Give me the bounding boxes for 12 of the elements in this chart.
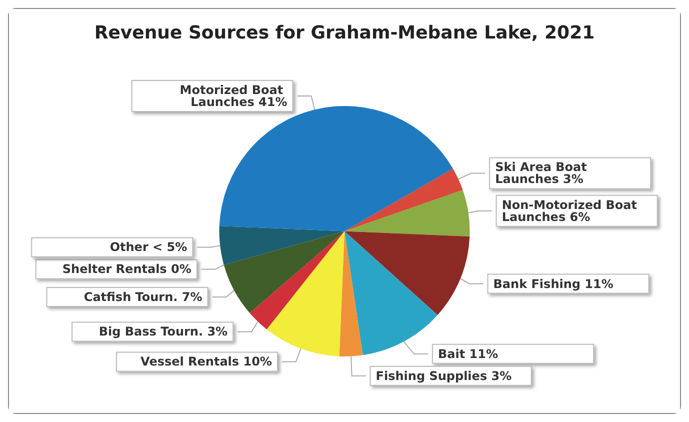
slice-label: Non-Motorized Boat Launches 6% [502,198,642,224]
chart-title: Revenue Sources for Graham-Mebane Lake, 2021 [94,22,595,44]
slice-label: Fishing Supplies 3% [376,368,512,383]
slice-label: Big Bass Tourn. 3% [98,324,228,339]
slice-label: Bank Fishing 11% [493,276,614,291]
slice-label: Catfish Tourn. 7% [84,290,202,304]
slice-label: Bait 11% [438,346,498,361]
slice-label: Other < 5% [110,240,188,254]
legend-label: Shelter Rentals 0% [62,262,192,276]
slice-label: Motorized Boat Launches 41% [180,82,288,109]
slice-label: Vessel Rentals 10% [140,354,272,369]
slice-label: Ski Area Boat Launches 3% [495,160,592,186]
